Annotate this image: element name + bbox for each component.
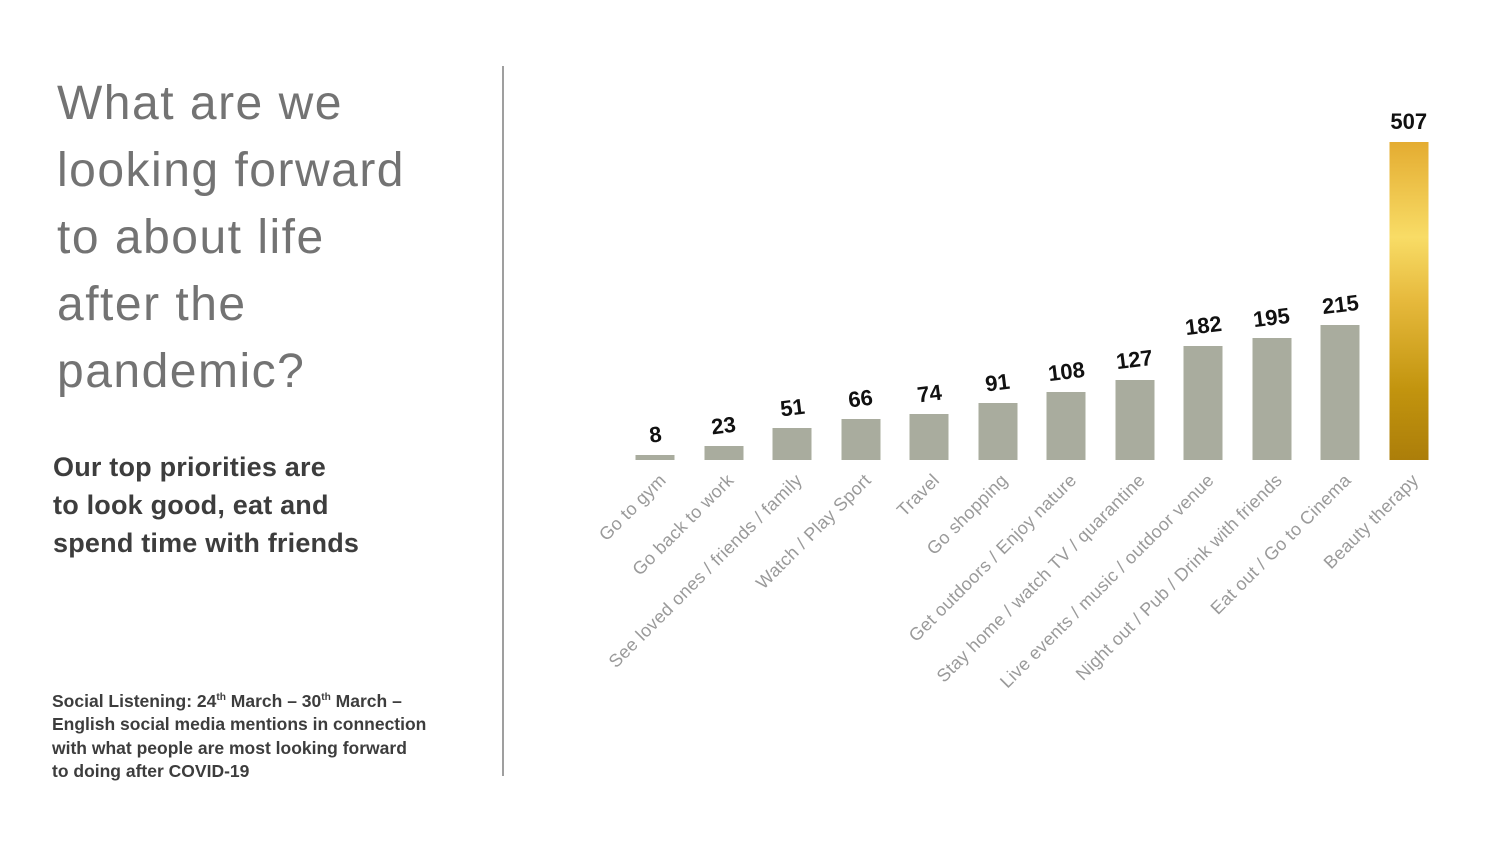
bar-value-label: 23 <box>710 411 738 440</box>
bar-chart: 8 Go to gym 23 Go back to work 51 See loved o… <box>595 109 1444 692</box>
bar-column: 127 Stay home / watch TV / quarantine <box>933 142 1170 686</box>
bar-category-label: Travel <box>893 470 944 521</box>
bar-value-label: 127 <box>1114 344 1155 375</box>
bar-column: 8 Go to gym <box>595 142 690 545</box>
bar: 215 <box>1320 290 1360 460</box>
bar-value-label: 91 <box>984 368 1012 397</box>
subtitle-line: Our top priorities are <box>53 452 326 482</box>
bar: 127 <box>1115 345 1154 460</box>
bar-column: 215 Eat out / Go to Cinema <box>1206 142 1375 618</box>
footnote-line: to doing after COVID-19 <box>52 761 250 782</box>
bar-column: 74 Travel <box>893 142 964 520</box>
subtitle-line: to look good, eat and <box>53 490 329 520</box>
bar-column: 108 Get outdoors / Enjoy nature <box>905 142 1101 646</box>
bar-column: 182 Live events / music / outdoor venue <box>996 142 1238 692</box>
page-title: What are we looking forward to about lif… <box>57 70 405 405</box>
bar-column: 195 Night out / Pub / Drink with friends <box>1072 142 1307 684</box>
divider <box>502 66 504 776</box>
bar-column: 91 Go shopping <box>923 142 1033 559</box>
subtitle-line: spend time with friends <box>53 528 360 558</box>
bar: 108 <box>1046 357 1086 460</box>
bar: 195 <box>1252 303 1291 460</box>
bar-value-label: 74 <box>915 379 943 408</box>
footnote-text: March – <box>330 690 402 711</box>
footnote-superscript: th <box>321 692 331 703</box>
subtitle: Our top priorities are to look good, eat… <box>53 448 359 562</box>
title-line: What are we <box>57 77 343 130</box>
bar: 23 <box>704 412 744 460</box>
highlight-bar: 507 <box>1389 109 1429 460</box>
bar-value-label: 108 <box>1046 356 1086 387</box>
bar-column: 51 See loved ones / friends / family <box>605 142 827 672</box>
title-line: looking forward <box>57 144 405 197</box>
footnote-text: March – 30 <box>225 690 322 711</box>
title-line: to about life <box>57 211 325 264</box>
bar: 8 <box>635 421 675 460</box>
bar-column: 507 Beauty therapy <box>1320 109 1444 573</box>
footnote-line: with what people are most looking forwar… <box>52 737 407 758</box>
footnote-superscript: th <box>216 692 226 703</box>
bar-column: 23 Go back to work <box>629 142 759 579</box>
footnote-line: Social Listening: 24th March – 30th Marc… <box>52 686 426 713</box>
footnote-text: Social Listening: 24 <box>52 690 217 711</box>
bar-value-label: 215 <box>1320 289 1360 320</box>
footnote-line: English social media mentions in connect… <box>52 714 427 735</box>
footnote: Social Listening: 24th March – 30th Marc… <box>52 686 426 784</box>
bar-value-label: 507 <box>1390 109 1428 134</box>
bar-category-label: Watch / Play Sport <box>751 470 875 593</box>
bar-column: 66 Watch / Play Sport <box>752 142 896 593</box>
title-line: pandemic? <box>57 345 306 398</box>
bar-value-label: 8 <box>647 421 663 448</box>
bar-value-label: 66 <box>847 384 875 413</box>
bar-value-label: 182 <box>1183 310 1223 341</box>
bar-value-label: 51 <box>778 393 806 422</box>
bar: 66 <box>841 385 881 460</box>
bar: 91 <box>978 369 1018 460</box>
bar-value-label: 195 <box>1251 302 1292 333</box>
title-line: after the <box>57 278 247 331</box>
bar: 51 <box>772 394 812 460</box>
bar: 182 <box>1183 311 1223 460</box>
bar: 74 <box>909 380 949 460</box>
